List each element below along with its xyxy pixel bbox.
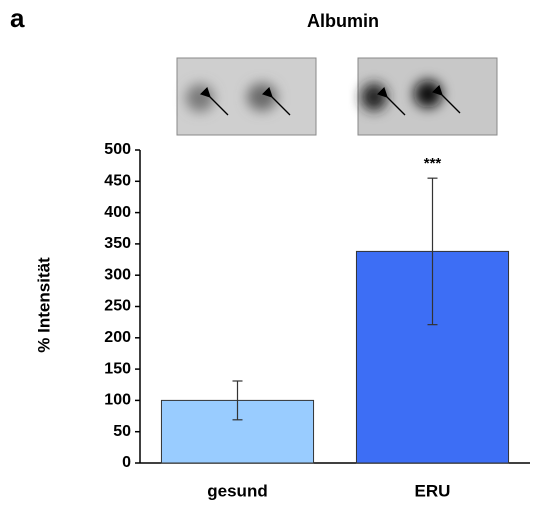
gel-image-eru <box>358 58 497 135</box>
panel-label: a <box>10 3 25 33</box>
significance: *** <box>424 155 442 172</box>
y-tick-label: 250 <box>104 298 131 315</box>
y-tick-label: 350 <box>104 235 131 252</box>
gel-image-healthy <box>177 58 316 135</box>
y-tick-label: 500 <box>104 141 131 158</box>
y-tick-label: 150 <box>104 360 131 377</box>
x-tick-label: gesund <box>207 481 267 500</box>
y-tick-label: 400 <box>104 204 131 221</box>
y-axis-label: % Intensität <box>34 257 53 353</box>
chart: a Albumin % Intensität 0 50 100 150 200 250 30… <box>0 0 533 510</box>
y-tick-label: 300 <box>104 266 131 283</box>
x-tick-label: ERU <box>415 481 451 500</box>
y-tick-label: 450 <box>104 173 131 190</box>
y-tick-label: 0 <box>122 454 131 471</box>
y-tick-label: 50 <box>113 423 131 440</box>
y-tick-label: 200 <box>104 329 131 346</box>
chart-title: Albumin <box>307 11 379 31</box>
y-tick-label: 100 <box>104 392 131 409</box>
